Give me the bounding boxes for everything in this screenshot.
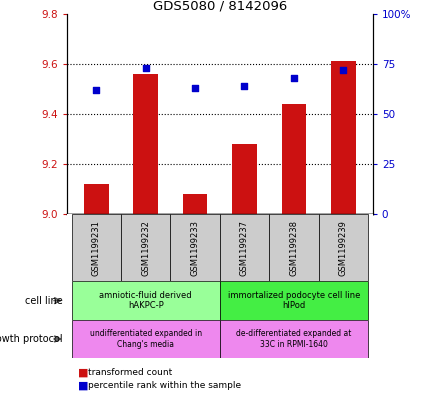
- Bar: [330, 61, 355, 214]
- Text: ■: ■: [77, 367, 88, 378]
- Bar: [182, 194, 207, 214]
- Point: [339, 67, 346, 73]
- Point: [191, 85, 198, 91]
- Text: GSM1199232: GSM1199232: [141, 220, 150, 275]
- Title: GDS5080 / 8142096: GDS5080 / 8142096: [152, 0, 286, 13]
- Text: growth protocol: growth protocol: [0, 334, 62, 344]
- Bar: [170, 214, 219, 281]
- Text: cell line: cell line: [25, 296, 62, 306]
- Bar: [269, 214, 318, 281]
- Point: [240, 83, 247, 89]
- Bar: [71, 320, 219, 358]
- Text: GSM1199239: GSM1199239: [338, 220, 347, 275]
- Text: transformed count: transformed count: [88, 368, 172, 377]
- Bar: [71, 281, 219, 320]
- Text: GSM1199238: GSM1199238: [289, 220, 298, 275]
- Bar: [219, 214, 269, 281]
- Text: GSM1199231: GSM1199231: [92, 220, 101, 275]
- Bar: [133, 74, 158, 214]
- Text: percentile rank within the sample: percentile rank within the sample: [88, 382, 241, 390]
- Text: ■: ■: [77, 381, 88, 391]
- Text: GSM1199233: GSM1199233: [190, 220, 199, 275]
- Point: [290, 75, 297, 81]
- Text: de-differentiated expanded at
33C in RPMI-1640: de-differentiated expanded at 33C in RPM…: [236, 329, 351, 349]
- Bar: [219, 281, 367, 320]
- Text: immortalized podocyte cell line
hIPod: immortalized podocyte cell line hIPod: [227, 291, 359, 310]
- Bar: [219, 320, 367, 358]
- Point: [142, 65, 149, 71]
- Bar: [71, 214, 121, 281]
- Bar: [281, 104, 305, 214]
- Text: GSM1199237: GSM1199237: [240, 220, 249, 275]
- Bar: [121, 214, 170, 281]
- Bar: [318, 214, 367, 281]
- Point: [93, 87, 100, 93]
- Bar: [232, 144, 256, 214]
- Text: undifferentiated expanded in
Chang's media: undifferentiated expanded in Chang's med…: [89, 329, 201, 349]
- Text: amniotic-fluid derived
hAKPC-P: amniotic-fluid derived hAKPC-P: [99, 291, 192, 310]
- Bar: [84, 184, 108, 214]
